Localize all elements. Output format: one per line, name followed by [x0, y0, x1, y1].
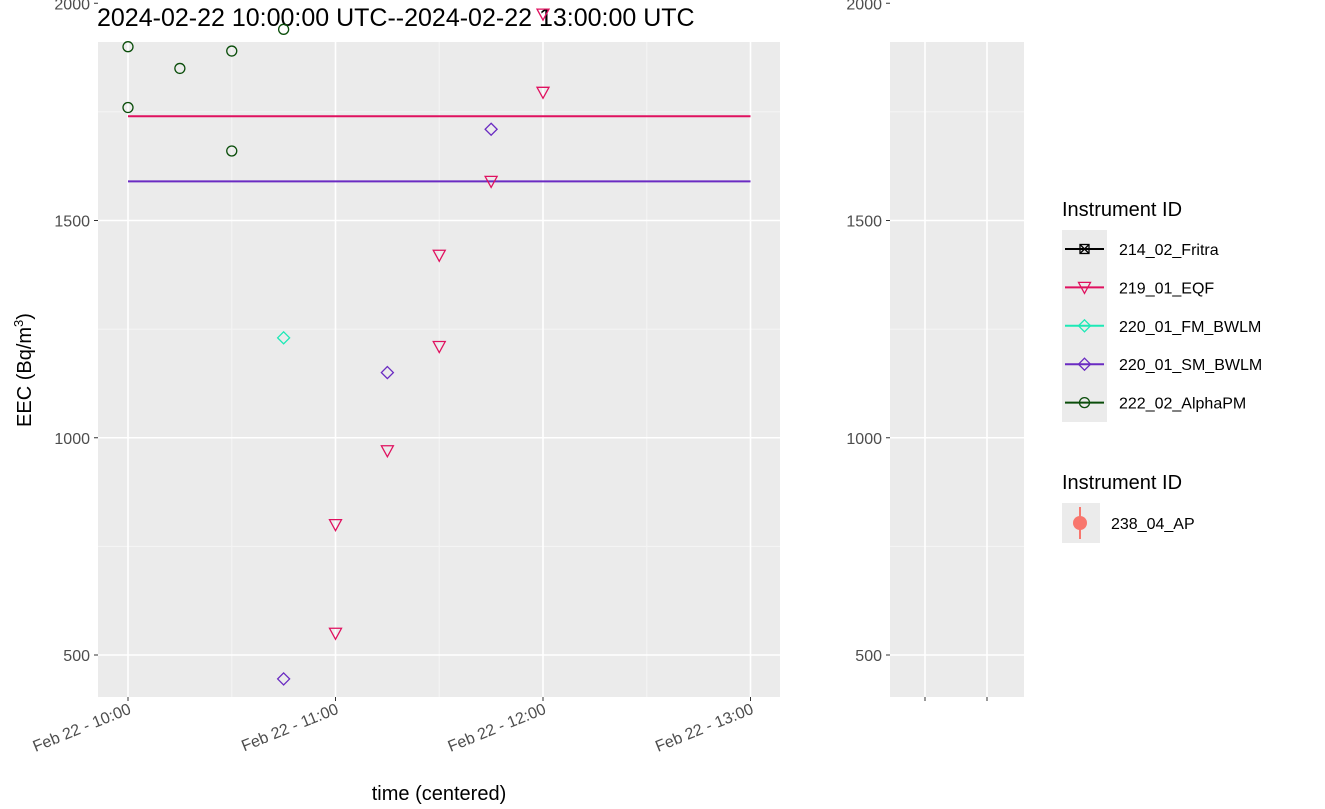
marker-circle — [226, 45, 238, 57]
data-point — [380, 445, 395, 459]
marker-triangle — [535, 86, 551, 100]
data-point — [535, 86, 551, 100]
x-axis-label: time (centered) — [372, 783, 507, 805]
legend-marker — [1078, 396, 1091, 409]
y-tick-label: 1000 — [54, 431, 90, 448]
x-tick-label: Feb 22 - 10:00 — [31, 701, 134, 756]
data-point — [432, 249, 447, 263]
data-point — [276, 330, 291, 345]
marker-triangle — [1077, 281, 1092, 295]
marker-triangle — [380, 445, 395, 459]
legend-marker — [1079, 243, 1090, 255]
side-y-tick-label: 1000 — [846, 431, 882, 448]
legend-item-220_01_SM_BWLM: 220_01_SM_BWLM — [1065, 357, 1262, 374]
marker-square — [1079, 243, 1090, 255]
y-axis-label: EEC (Bq/m3) — [11, 313, 36, 427]
legend2-marker — [1073, 516, 1087, 530]
marker-triangle — [535, 8, 551, 22]
marker-triangle — [432, 340, 447, 354]
legend-item-219_01_EQF: 219_01_EQF — [1065, 280, 1214, 297]
legend-item-220_01_FM_BWLM: 220_01_FM_BWLM — [1065, 319, 1261, 336]
series-220_01_SM_BWLM — [276, 122, 499, 686]
data-point — [122, 41, 134, 53]
series-220_01_FM_BWLM — [276, 330, 291, 345]
legend-marker — [1077, 281, 1092, 295]
legend2-title: Instrument ID — [1062, 472, 1182, 494]
side-y-tick-label: 1500 — [846, 214, 882, 231]
data-point — [122, 101, 134, 114]
x-tick-label: Feb 22 - 11:00 — [239, 701, 341, 755]
legend-marker — [1077, 318, 1092, 333]
y-tick-label: 500 — [63, 648, 90, 665]
marker-diamond — [276, 671, 291, 686]
data-point — [226, 145, 238, 157]
marker-diamond — [1077, 318, 1092, 333]
marker-diamond — [1077, 357, 1092, 372]
side-panel-background — [890, 42, 1024, 697]
y-tick-label: 1500 — [54, 214, 90, 231]
data-point — [174, 62, 186, 75]
marker-triangle — [328, 627, 343, 641]
data-point — [226, 45, 238, 57]
data-point — [276, 671, 291, 686]
marker-triangle — [328, 519, 343, 533]
marker-circle — [1078, 396, 1091, 409]
data-point — [277, 23, 290, 35]
marker-triangle — [432, 249, 447, 263]
marker-circle — [226, 145, 238, 157]
y-axis-label-text: EEC (Bq/m — [14, 327, 36, 427]
legend-item-214_02_Fritra: 214_02_Fritra — [1065, 242, 1219, 259]
marker-circle — [122, 41, 134, 53]
legend2-label: 238_04_AP — [1111, 516, 1195, 533]
y-axis-label-close: ) — [14, 313, 36, 320]
series-222_02_AlphaPM — [122, 23, 290, 157]
chart-title: 2024-02-22 10:00:00 UTC--2024-02-22 13:0… — [97, 4, 695, 32]
side-y-tick-label: 500 — [855, 648, 882, 665]
marker-cross — [1079, 244, 1090, 254]
legend-label: 220_01_FM_BWLM — [1119, 319, 1261, 336]
marker-diamond — [380, 365, 395, 380]
legend-label: 214_02_Fritra — [1119, 242, 1219, 259]
data-point — [484, 122, 499, 137]
marker-triangle — [484, 175, 499, 189]
legend-marker — [1077, 357, 1092, 372]
legend-label: 219_01_EQF — [1119, 280, 1214, 297]
marker-circle — [174, 62, 186, 75]
y-axis-label-superscript: 3 — [11, 320, 26, 327]
legend-title: Instrument ID — [1062, 199, 1182, 221]
marker-diamond — [276, 330, 291, 345]
side-y-tick-label: 2000 — [846, 0, 882, 13]
x-tick-label: Feb 22 - 13:00 — [653, 701, 756, 756]
y-tick-label: 2000 — [54, 0, 90, 13]
data-point — [432, 340, 447, 354]
data-point — [328, 519, 343, 533]
marker-diamond — [484, 122, 499, 137]
data-point — [380, 365, 395, 380]
marker-circle — [277, 23, 290, 35]
legend-label: 222_02_AlphaPM — [1119, 396, 1246, 413]
data-point — [484, 175, 499, 189]
data-point — [328, 627, 343, 641]
data-point — [535, 8, 551, 22]
x-tick-label: Feb 22 - 12:00 — [446, 701, 549, 756]
series-219_01_EQF — [328, 8, 551, 641]
legend-item-222_02_AlphaPM: 222_02_AlphaPM — [1065, 396, 1246, 413]
marker-circle — [122, 101, 134, 114]
legend-label: 220_01_SM_BWLM — [1119, 357, 1262, 374]
